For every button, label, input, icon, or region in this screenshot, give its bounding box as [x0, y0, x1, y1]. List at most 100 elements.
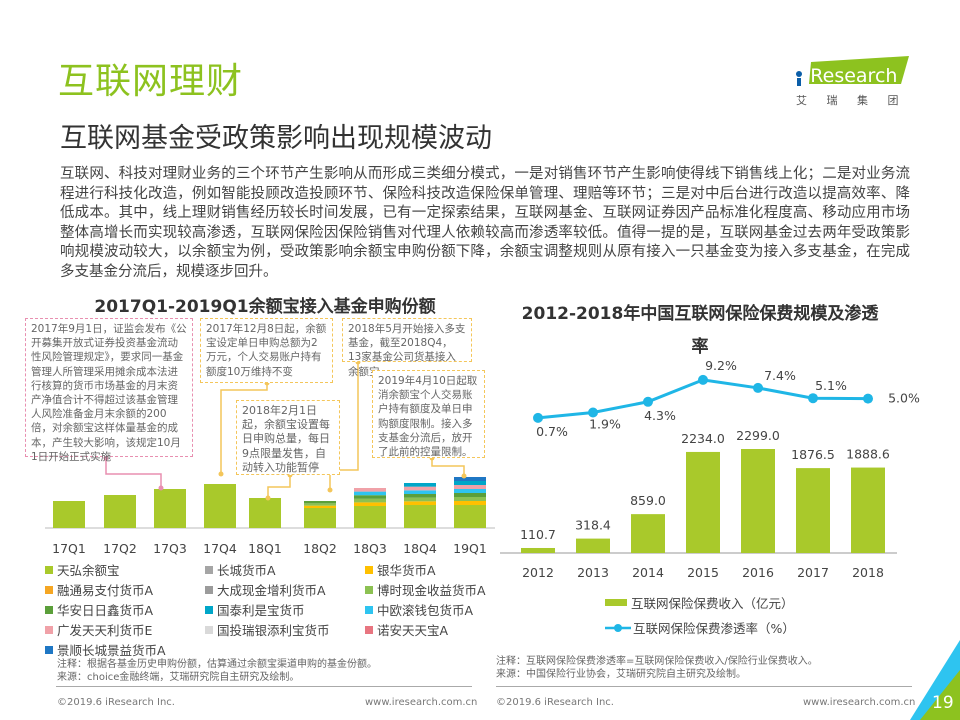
bar: [631, 514, 665, 553]
bar-value-label: 1876.5: [791, 447, 835, 462]
bar: [576, 538, 610, 553]
bar-segment: [249, 498, 281, 528]
annotation-connector: [267, 475, 291, 498]
left-chart-title: 2017Q1-2019Q1余额宝接入基金申购份额: [94, 297, 436, 317]
divider: [56, 686, 472, 687]
legend-swatch: [205, 565, 213, 574]
bar-segment: [404, 501, 436, 505]
bar-value-label: 859.0: [630, 493, 666, 508]
line-point: [643, 396, 653, 407]
right-chart: 110.7 2012 318.4 2013 859.0 2014 2234.0 2015 229…: [500, 358, 920, 580]
x-tick-label: 18Q2: [303, 541, 337, 556]
bar-segment: [354, 491, 386, 496]
legend-swatch: [45, 605, 53, 614]
bar-segment: [53, 501, 85, 528]
bar-value-label: 2299.0: [736, 428, 780, 443]
legend-item: 景顺长城景益货币A: [45, 640, 166, 659]
connector-dot: [158, 485, 164, 491]
page-number: 19: [932, 693, 954, 713]
bar-segment: [304, 508, 336, 528]
bar-segment: [304, 505, 336, 508]
bar-segment: [354, 506, 386, 528]
bar-segment: [204, 484, 236, 528]
bar-segment: [304, 503, 336, 506]
connector-dot: [461, 473, 467, 479]
legend-item: 国投瑞银添利宝货币: [205, 620, 330, 639]
bar-segment: [154, 489, 186, 528]
legend-line: 互联网保险保费渗透率（%）: [605, 618, 795, 637]
legend-swatch: [45, 625, 53, 634]
intro-paragraph: 互联网、科技对理财业务的三个环节产生影响从而形成三类细分模式，一是对销售环节产生…: [60, 166, 910, 280]
line-point: [753, 382, 763, 393]
x-tick-label: 18Q3: [353, 541, 387, 556]
annotation-box: 2019年4月10日起取消余额宝个人交易账户持有额度及单日申购额度限制。接入多支…: [372, 370, 485, 458]
x-tick-label: 18Q1: [248, 541, 282, 556]
x-tick-label: 17Q1: [52, 541, 86, 556]
bar-segment: [354, 502, 386, 506]
bar-segment: [454, 497, 486, 501]
right-note: 注释：互联网保险保费渗透率=互联网保险保费收入/保险行业保费收入。: [496, 656, 818, 667]
legend-item: 中欧滚钱包货币A: [365, 600, 473, 619]
line-point: [863, 393, 873, 404]
bar-segment: [404, 490, 436, 494]
bar-segment: [454, 505, 486, 528]
legend-swatch: [45, 645, 53, 654]
divider: [496, 686, 912, 687]
x-tick-label: 2016: [742, 565, 774, 580]
logo-text: iResearch: [805, 65, 897, 87]
bar-segment: [404, 497, 436, 502]
line-point: [533, 412, 543, 423]
x-tick-label: 2014: [632, 565, 664, 580]
bar: [521, 547, 555, 553]
bar: [686, 451, 720, 553]
legend-item: 融通易支付货币A: [45, 580, 153, 599]
logo-subtext: 艾 瑞 集 团: [796, 93, 907, 107]
line-value-label: 7.4%: [764, 368, 796, 383]
page-corner-decoration: [910, 640, 960, 720]
copyright: ©2019.6 iResearch Inc.: [57, 697, 175, 708]
bar-value-label: 318.4: [575, 518, 611, 533]
x-tick-label: 2018: [852, 565, 884, 580]
bar-value-label: 2234.0: [681, 431, 725, 446]
legend-swatch: [605, 599, 627, 606]
right-source: 来源：中国保险行业协会，艾瑞研究院自主研究及绘制。: [496, 669, 746, 680]
bar-segment: [404, 505, 436, 528]
annotation-box: 2018年2月1日起，余额宝设置每日申购总量，每日9点限量发售，自动转入功能暂停: [236, 400, 340, 475]
footer-url: www.iresearch.com.cn: [365, 697, 478, 708]
legend-item: 国泰利是宝货币: [205, 600, 305, 619]
annotation-connector: [329, 362, 359, 490]
connector-dot: [218, 471, 224, 477]
annotation-box: 2017年9月1日，证监会发布《公开募集开放式证券投资基金流动性风险管理规定》，…: [25, 318, 193, 463]
line-value-label: 5.0%: [888, 391, 920, 406]
annotation-connector: [105, 458, 162, 488]
left-chart: 17Q1 17Q2 17Q3 17Q4 18Q1 18Q2 18Q3 18Q4 19Q1: [45, 359, 495, 556]
legend-item: 广发天天利货币E: [45, 620, 152, 639]
line-value-label: 5.1%: [815, 378, 847, 393]
bar-segment: [454, 489, 486, 493]
right-chart-title: 2012-2018年中国互联网保险保费规模及渗透率: [521, 304, 879, 357]
line-value-label: 9.2%: [705, 358, 737, 373]
bar-segment: [354, 488, 386, 492]
line-point: [588, 407, 598, 418]
x-tick-label: 17Q4: [203, 541, 237, 556]
connector-dot: [265, 495, 271, 501]
bar-segment: [354, 498, 386, 503]
bar: [741, 449, 775, 553]
legend-swatch: [205, 605, 213, 614]
line-point: [698, 374, 708, 385]
bar-value-label: 1888.6: [846, 447, 890, 462]
x-tick-label: 2015: [687, 565, 719, 580]
bar-segment: [454, 501, 486, 505]
left-note: 注释：根据各基金历史申购份额，估算通过余额宝渠道申购的基金份额。: [57, 659, 377, 670]
line-value-label: 0.7%: [536, 424, 568, 439]
legend-swatch: [205, 625, 213, 634]
connector-dot: [327, 487, 333, 493]
legend-swatch: [45, 585, 53, 594]
bar-segment: [354, 495, 386, 499]
x-tick-label: 2017: [797, 565, 829, 580]
line-point: [808, 393, 818, 404]
legend-item: 长城货币A: [205, 560, 276, 579]
legend-swatch: [205, 585, 213, 594]
x-tick-label: 2012: [522, 565, 554, 580]
legend-bar: 互联网保险保费收入（亿元）: [605, 593, 794, 612]
